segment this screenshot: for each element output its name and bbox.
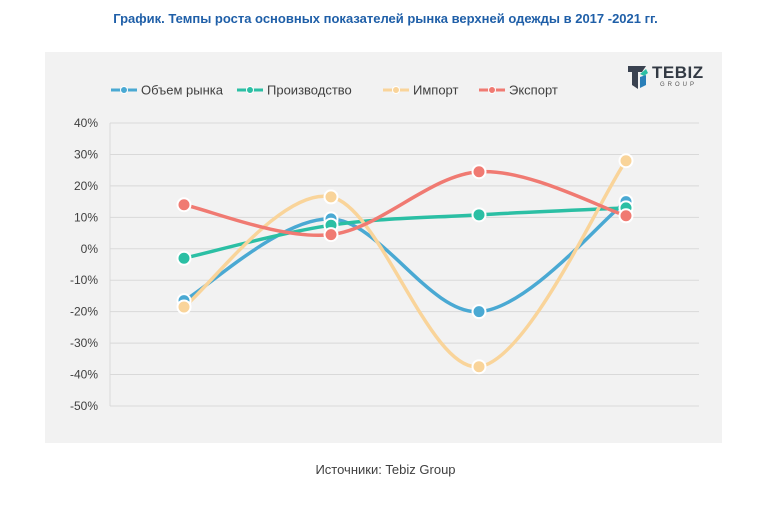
tebiz-logo-icon bbox=[628, 66, 648, 89]
y-tick-label: 30% bbox=[74, 147, 98, 161]
data-point-s3-3 bbox=[471, 359, 487, 375]
data-point-s4-4 bbox=[618, 208, 634, 224]
data-point-s4-2 bbox=[323, 227, 339, 243]
legend-label: Производство bbox=[267, 83, 352, 98]
y-tick-label: -30% bbox=[70, 336, 98, 350]
legend-swatch-marker bbox=[488, 86, 496, 94]
legend-swatch-marker bbox=[246, 86, 254, 94]
legend-label: Объем рынка bbox=[141, 83, 224, 98]
data-point-s1-3 bbox=[471, 304, 487, 320]
data-point-s2-1 bbox=[176, 250, 192, 266]
y-tick-label: -50% bbox=[70, 399, 98, 413]
series-lines bbox=[182, 158, 628, 369]
data-point-s3-1 bbox=[176, 299, 192, 315]
series-line-4 bbox=[182, 169, 628, 238]
data-point-s2-3 bbox=[471, 207, 487, 223]
y-tick-label: -40% bbox=[70, 368, 98, 382]
data-point-s4-1 bbox=[176, 197, 192, 213]
source-note: Источники: Tebiz Group bbox=[315, 462, 456, 477]
tebiz-logo: TEBIZ GROUP bbox=[626, 63, 706, 93]
legend-swatch-marker bbox=[392, 86, 400, 94]
y-tick-label: 40% bbox=[74, 116, 98, 130]
y-tick-labels: 40% 30% 20% 10% 0% -10% -20% -30% -40% -50% bbox=[70, 116, 98, 413]
y-tick-label: 10% bbox=[74, 210, 98, 224]
legend-swatch-marker bbox=[120, 86, 128, 94]
y-tick-label: 0% bbox=[81, 242, 99, 256]
grid bbox=[109, 122, 699, 407]
data-point-s3-2 bbox=[323, 189, 339, 205]
y-tick-label: -20% bbox=[70, 305, 98, 319]
y-tick-label: 20% bbox=[74, 179, 98, 193]
logo-name: TEBIZ bbox=[652, 63, 704, 82]
series-line-3 bbox=[182, 158, 628, 369]
legend-label: Экспорт bbox=[509, 83, 558, 98]
legend-label: Импорт bbox=[413, 83, 458, 98]
chart-title: График. Темпы роста основных показателей… bbox=[113, 11, 658, 26]
series-points bbox=[176, 153, 634, 375]
logo-sub: GROUP bbox=[660, 82, 698, 88]
series-line-1 bbox=[182, 199, 628, 314]
data-point-s3-4 bbox=[618, 153, 634, 169]
y-tick-label: -10% bbox=[70, 273, 98, 287]
legend: Объем рынка Производство Импорт Экспорт bbox=[111, 83, 558, 98]
data-point-s4-3 bbox=[471, 164, 487, 180]
